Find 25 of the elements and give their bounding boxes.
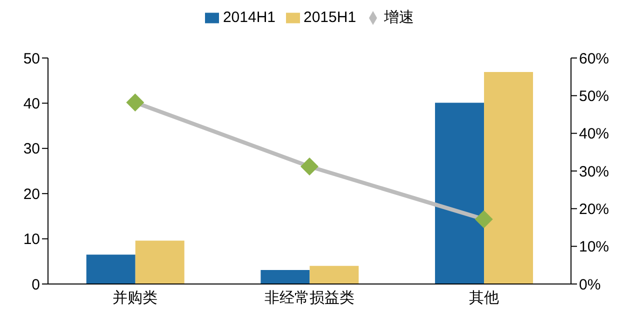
y2-tick-label: 50% (579, 88, 610, 105)
bar (260, 270, 310, 284)
y2-tick-label: 30% (579, 163, 610, 180)
legend-label: 2014H1 (222, 9, 276, 26)
bar (435, 102, 484, 284)
y2-tick-label: 40% (579, 126, 610, 143)
y-tick-label: 0 (32, 276, 40, 294)
y-tick-label: 50 (23, 50, 40, 68)
legend-label: 增速 (384, 9, 414, 26)
bar (484, 72, 534, 284)
x-tick-label: 非经常损益类 (264, 290, 354, 307)
legend-label: 2015H1 (304, 9, 356, 26)
y-tick-label: 20 (23, 186, 40, 203)
x-tick-label: 其他 (468, 290, 499, 307)
y2-tick-label: 0% (579, 276, 601, 294)
x-tick-label: 并购类 (112, 290, 158, 307)
y-tick-label: 40 (23, 96, 40, 113)
y2-tick-label: 60% (579, 50, 610, 68)
bar (86, 254, 136, 284)
y2-tick-label: 20% (579, 200, 610, 218)
y2-tick-label: 10% (579, 238, 610, 256)
y-tick-label: 30 (23, 140, 40, 158)
y-tick-label: 10 (23, 231, 40, 248)
bar (310, 266, 359, 284)
bar (135, 240, 184, 284)
